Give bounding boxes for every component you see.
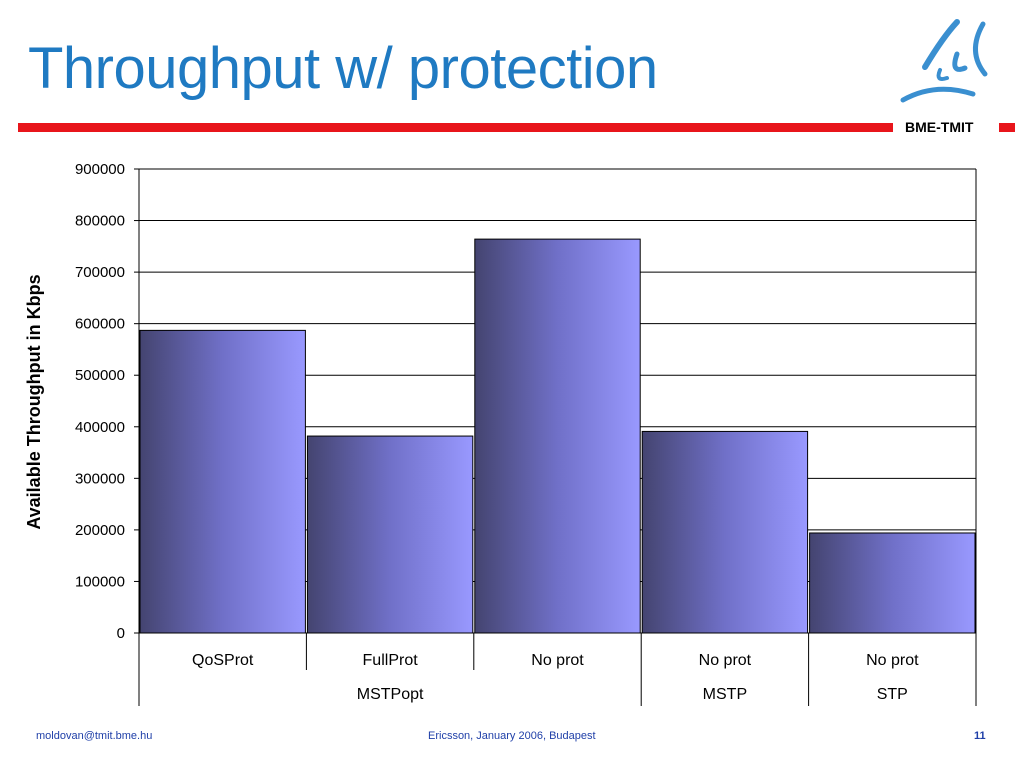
y-tick-label: 700000 [75,264,125,281]
y-tick-label: 500000 [75,367,125,384]
y-tick-label: 600000 [75,316,125,333]
slide-title: Throughput w/ protection [28,36,658,101]
x-tick-label: No prot [866,652,919,669]
y-axis-label: Available Throughput in Kbps [24,274,44,529]
bme-logo-icon [895,12,995,117]
accent-divider-end [999,123,1015,132]
bar [306,435,474,634]
y-tick-label: 0 [117,625,125,642]
footer-email: moldovan@tmit.bme.hu [36,730,153,742]
y-tick-label: 400000 [75,419,125,436]
chart-bars [139,238,976,634]
bar [641,430,809,634]
y-tick-label: 900000 [75,161,125,178]
group-label: MSTP [703,686,747,703]
y-tick-label: 800000 [75,213,125,230]
x-tick-label: No prot [699,652,752,669]
chart-axes [134,168,977,706]
y-tick-label: 200000 [75,522,125,539]
group-label: STP [877,686,908,703]
x-tick-label: FullProt [363,652,419,669]
y-tick-label: 300000 [75,470,125,487]
x-tick-label: No prot [531,652,584,669]
bar [809,532,976,634]
x-tick-label: QoSProt [192,652,254,669]
bar [139,329,306,634]
bar [474,238,641,634]
accent-divider [18,123,893,132]
page-number: 11 [974,730,986,742]
group-label: MSTPopt [357,686,424,703]
bar-chart: 0 100000 200000 300000 400000 500000 600000 700… [24,161,977,706]
brand-label: BME-TMIT [905,119,974,135]
chart-labels: 0 100000 200000 300000 400000 500000 600000 700… [75,161,919,703]
footer-event: Ericsson, January 2006, Budapest [428,730,596,742]
y-tick-label: 100000 [75,573,125,590]
